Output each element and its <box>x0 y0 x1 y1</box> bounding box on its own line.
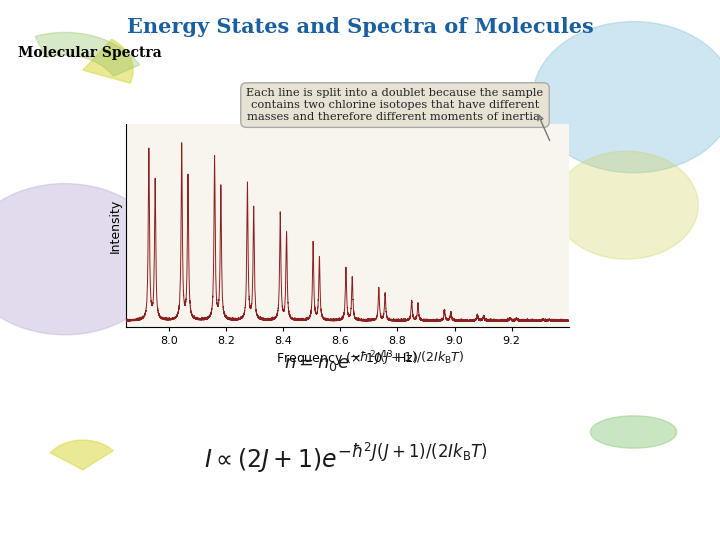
Wedge shape <box>83 39 133 83</box>
Text: $n = n_0 e^{-\hbar^2 J(J+1)/(2Ik_{\mathrm{B}}T)}$: $n = n_0 e^{-\hbar^2 J(J+1)/(2Ik_{\mathr… <box>284 348 464 375</box>
Text: $I \propto (2J+1)e^{-\hbar^2 J(J+1)/(2Ik_{\mathrm{B}}T)}$: $I \propto (2J+1)e^{-\hbar^2 J(J+1)/(2Ik… <box>204 440 487 475</box>
Circle shape <box>533 22 720 173</box>
Y-axis label: Intensity: Intensity <box>109 198 122 253</box>
Circle shape <box>554 151 698 259</box>
Wedge shape <box>50 440 113 470</box>
Text: Each line is split into a doublet because the sample
contains two chlorine isoto: Each line is split into a doublet becaus… <box>246 89 544 122</box>
Text: Energy States and Spectra of Molecules: Energy States and Spectra of Molecules <box>127 17 593 37</box>
Circle shape <box>0 184 166 335</box>
Ellipse shape <box>590 416 677 448</box>
X-axis label: Frequency (× 10$^{13}$ Hz): Frequency (× 10$^{13}$ Hz) <box>276 350 418 369</box>
Text: Molecular Spectra: Molecular Spectra <box>18 46 162 60</box>
Wedge shape <box>35 32 140 76</box>
